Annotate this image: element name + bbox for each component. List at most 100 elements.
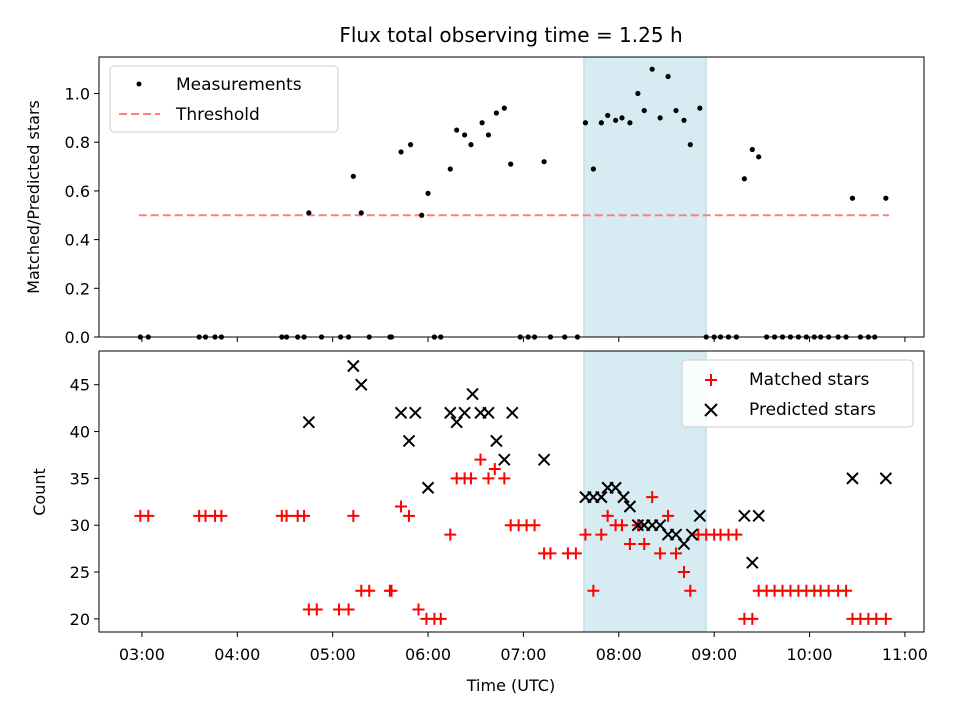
matched-star-point [684, 584, 697, 597]
matched-star-point [498, 472, 511, 485]
measurement-point [541, 159, 547, 165]
x-tick-label: 09:00 [691, 645, 737, 664]
bottom-x-ticks: 03:00 04:00 05:00 06:00 07:00 08:00 09:00 10:00… [119, 632, 928, 664]
measurement-point [673, 107, 679, 114]
matched-star-point [840, 584, 853, 597]
predicted-star-point [490, 434, 503, 448]
matched-star-point [310, 603, 323, 616]
predicted-star-point [693, 509, 707, 523]
measurement-point [407, 142, 414, 148]
measurement-point [749, 146, 755, 153]
matched-star-point [142, 509, 155, 522]
measurement-point [590, 166, 596, 172]
matched-star-point [662, 509, 675, 522]
predicted-star-point [355, 378, 368, 391]
measurement-point [635, 90, 641, 97]
legend-matched-marker [705, 374, 717, 386]
y-tick-label: 30 [70, 516, 90, 535]
x-tick-label: 05:00 [310, 645, 356, 664]
predicted-star-point [879, 472, 893, 485]
x-tick-label: 11:00 [882, 645, 928, 664]
predicted-star-point [746, 556, 759, 569]
top-axes-frame [98, 56, 925, 338]
matched-star-point [402, 509, 415, 522]
matched-star-point [587, 584, 600, 597]
top-y-axis-label: Matched/Predicted stars [24, 100, 43, 294]
matched-star-point [385, 584, 398, 597]
measurement-point [598, 120, 604, 126]
measurement-point [350, 173, 356, 179]
measurement-point [657, 115, 663, 121]
y-tick-label: 40 [70, 423, 90, 442]
predicted-star-point [450, 415, 463, 429]
matched-star-point [434, 612, 447, 625]
measurement-point [508, 161, 514, 167]
y-tick-label: 25 [70, 563, 90, 582]
measurement-point [468, 142, 474, 148]
matched-star-point [342, 603, 355, 616]
legend-predicted-marker [704, 403, 718, 417]
y-tick-label: 35 [70, 469, 90, 488]
legend-threshold-label: Threshold [175, 105, 260, 125]
measurement-point [883, 195, 889, 201]
measurement-point [493, 110, 499, 116]
x-tick-label: 07:00 [500, 645, 546, 664]
y-tick-label: 0.0 [65, 328, 90, 347]
legend-matched-label: Matched stars [749, 370, 869, 390]
measurement-point [398, 149, 404, 155]
measurement-point [687, 142, 693, 148]
measurement-point [447, 166, 453, 172]
predicted-star-point [482, 406, 495, 420]
matched-star-point [623, 537, 636, 550]
matched-star-point [730, 528, 743, 541]
measurement-point [582, 120, 589, 126]
predicted-star-point [609, 481, 622, 494]
bottom-legend: Matched stars Predicted stars [681, 359, 914, 428]
y-tick-label: 1.0 [65, 85, 90, 104]
bottom-y-ticks: 20 25 30 35 40 45 [70, 376, 99, 629]
matched-star-point [601, 509, 614, 522]
predicted-star-point [595, 490, 608, 504]
predicted-star-point [506, 406, 519, 420]
measurement-point [425, 190, 431, 196]
matched-star-point [670, 547, 683, 560]
bottom-panel: 20 25 30 35 40 45 03:00 04:00 05:00 06:00 07:00 08… [30, 350, 928, 695]
measurement-point [641, 107, 647, 114]
bottom-y-axis-label: Count [30, 468, 49, 516]
measurement-point [501, 105, 507, 111]
matched-star-point [395, 500, 408, 513]
matched-star-point [482, 472, 495, 485]
predicted-star-point [653, 519, 667, 532]
matched-star-point [464, 472, 477, 485]
measurement-point [627, 120, 633, 126]
x-tick-label: 08:00 [596, 645, 642, 664]
x-tick-label: 04:00 [214, 645, 260, 664]
legend-measurements-marker [136, 81, 142, 87]
y-tick-label: 0.8 [65, 133, 90, 152]
predicted-star-point [402, 434, 416, 448]
matched-star-point [280, 509, 293, 522]
matched-star-point [654, 547, 667, 560]
top-y-ticks: 0.0 0.2 0.4 0.6 0.8 1.0 [65, 85, 99, 347]
measurement-point [485, 132, 492, 138]
measurement-point [479, 120, 485, 126]
matched-star-point [347, 509, 360, 522]
measurement-point [454, 127, 460, 133]
matched-star-point [746, 612, 759, 625]
predicted-star-point [302, 415, 316, 429]
measurement-point [358, 210, 364, 216]
predicted-star-point [394, 406, 408, 420]
measurement-point [849, 195, 856, 201]
matched-star-point [544, 547, 557, 560]
matched-star-point [412, 603, 425, 616]
legend-measurements-label: Measurements [176, 75, 302, 95]
predicted-star-point [458, 406, 471, 420]
matched-star-points [134, 453, 892, 625]
bottom-axes-frame [98, 350, 925, 633]
y-tick-label: 45 [70, 376, 90, 395]
measurement-point [613, 117, 619, 123]
matched-star-point [528, 519, 541, 532]
matched-star-point [579, 528, 592, 541]
matched-star-point [488, 463, 501, 476]
